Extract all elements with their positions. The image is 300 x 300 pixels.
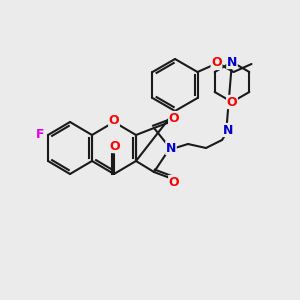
Text: O: O	[169, 176, 179, 188]
Text: N: N	[166, 142, 176, 154]
Text: O: O	[211, 56, 222, 70]
Text: N: N	[227, 56, 237, 68]
Text: F: F	[36, 128, 44, 142]
Text: O: O	[110, 140, 120, 152]
Text: O: O	[227, 95, 237, 109]
Text: O: O	[109, 115, 119, 128]
Text: N: N	[223, 124, 233, 136]
Text: O: O	[169, 112, 179, 124]
